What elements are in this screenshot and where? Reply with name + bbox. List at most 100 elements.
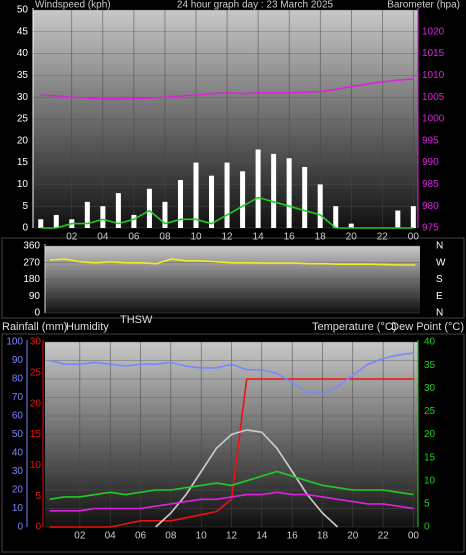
bar <box>286 158 292 228</box>
x-tick-label: 14 <box>256 531 268 542</box>
bar <box>100 206 106 228</box>
panel-frame <box>1 333 465 553</box>
series-line <box>49 491 414 512</box>
x-tick-label: 18 <box>315 232 327 243</box>
y3-tick-label: 15 <box>30 429 42 440</box>
x-tick-label: 22 <box>378 531 390 542</box>
y2-tick-label: 10 <box>424 475 436 486</box>
x-tick-label: 16 <box>284 232 296 243</box>
legend-label: Rainfall (mm) <box>2 321 67 333</box>
bar <box>317 184 323 228</box>
y-axis-label: Windspeed (kph) <box>35 0 111 11</box>
y3-tick-label: 20 <box>30 398 42 409</box>
x-tick-label: 20 <box>346 232 358 243</box>
x-tick-label: 12 <box>221 232 233 243</box>
y-tick-label: 25 <box>17 114 29 125</box>
chart-title: 24 hour graph day : 23 March 2025 <box>177 0 334 11</box>
y-tick-label: 270 <box>23 257 40 268</box>
bar <box>146 188 152 228</box>
series-line <box>49 352 414 395</box>
y-tick-label: 40 <box>12 448 24 459</box>
x-tick-label: 04 <box>97 232 109 243</box>
series-line <box>40 78 414 100</box>
y-tick-label: 50 <box>17 5 29 16</box>
y3-tick-label: 5 <box>35 491 41 502</box>
series-line <box>49 470 414 501</box>
bar <box>209 175 215 228</box>
x-tick-label: 14 <box>253 232 265 243</box>
y2-tick-label: E <box>436 291 443 302</box>
legend-label: Dew Point (°C) <box>391 321 464 333</box>
y2-tick-label: 990 <box>422 157 439 168</box>
bar <box>255 149 261 228</box>
y2-tick-label: 15 <box>424 452 436 463</box>
y-tick-label: 60 <box>12 411 24 422</box>
x-tick-label: 08 <box>165 531 177 542</box>
y2-tick-label: 1000 <box>422 114 445 125</box>
y2-tick-label: N <box>436 241 443 252</box>
y-tick-label: 45 <box>17 26 29 37</box>
bar <box>131 214 137 228</box>
x-tick-label: 06 <box>135 531 147 542</box>
y3-tick-label: 30 <box>30 337 42 348</box>
bar <box>348 223 354 228</box>
x-tick-label: 18 <box>317 531 329 542</box>
x-tick-label: 06 <box>128 232 140 243</box>
x-tick-label: 02 <box>66 232 78 243</box>
y-tick-label: 20 <box>17 135 29 146</box>
series-line <box>40 196 414 229</box>
bar <box>271 153 277 228</box>
y2-tick-label: 1015 <box>422 48 445 59</box>
bar <box>410 206 416 228</box>
y-tick-label: 20 <box>12 485 24 496</box>
bar <box>162 201 168 228</box>
y2-tick-label: 40 <box>424 337 436 348</box>
bar <box>38 219 44 228</box>
x-tick-label: 22 <box>377 232 389 243</box>
series-line <box>49 258 416 266</box>
bar <box>333 206 339 228</box>
y2-tick-label: 995 <box>422 135 439 146</box>
y2-tick-label: 20 <box>424 429 436 440</box>
bar <box>177 180 183 228</box>
bar <box>115 193 121 228</box>
x-tick-label: 02 <box>74 531 86 542</box>
y-tick-label: 35 <box>17 70 29 81</box>
bar <box>84 201 90 228</box>
legend-label: Temperature (°C) <box>312 321 396 333</box>
y3-tick-label: 0 <box>35 522 41 533</box>
y2-tick-label: 30 <box>424 383 436 394</box>
x-tick-label: 08 <box>159 232 171 243</box>
y3-tick-label: 10 <box>30 460 42 471</box>
bar <box>224 162 230 228</box>
y-tick-label: 70 <box>12 392 24 403</box>
y2-tick-label: 25 <box>424 406 436 417</box>
y-tick-label: 90 <box>12 355 24 366</box>
y-tick-label: 100 <box>6 337 23 348</box>
x-tick-label: 12 <box>226 531 238 542</box>
y2-tick-label: 35 <box>424 360 436 371</box>
y3-tick-label: 25 <box>30 367 42 378</box>
legend-label: Humidity <box>66 321 109 333</box>
y2-tick-label: S <box>436 274 443 285</box>
series-line <box>49 378 414 528</box>
bar <box>193 162 199 228</box>
y2-tick-label: 975 <box>422 223 439 234</box>
y-tick-label: 0 <box>22 223 28 234</box>
y-tick-label: 10 <box>17 179 29 190</box>
y2-axis-label: Barometer (hpa) <box>387 0 460 11</box>
y-tick-label: 40 <box>17 48 29 59</box>
bar <box>240 171 246 228</box>
x-tick-label: 10 <box>196 531 208 542</box>
y2-tick-label: 1020 <box>422 26 445 37</box>
y2-tick-label: N <box>436 308 443 319</box>
y-tick-label: 80 <box>12 374 24 385</box>
panel-frame <box>1 237 465 319</box>
y-tick-label: 0 <box>17 522 23 533</box>
bar <box>302 166 308 228</box>
bar <box>53 214 59 228</box>
y-tick-label: 90 <box>29 291 41 302</box>
y-tick-label: 360 <box>23 241 40 252</box>
y-tick-label: 15 <box>17 157 29 168</box>
